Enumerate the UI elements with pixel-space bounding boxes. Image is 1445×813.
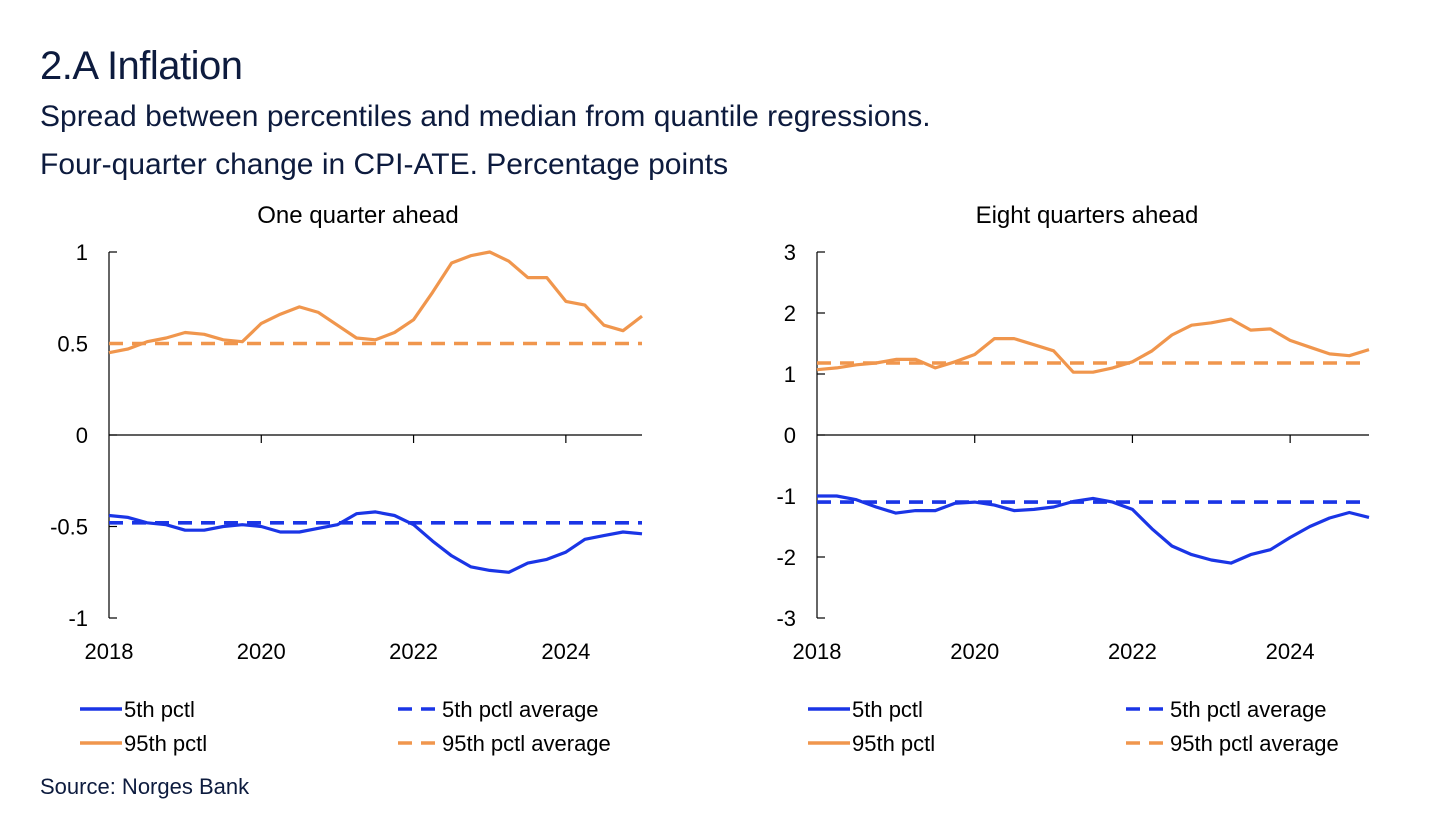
panel-title: One quarter ahead [257, 202, 458, 229]
y-tick-label: 0 [784, 423, 796, 448]
y-tick-label: 3 [784, 240, 796, 265]
y-tick-label: -3 [776, 606, 796, 631]
y-tick-label: 0 [76, 423, 88, 448]
x-tick-label: 2022 [389, 639, 438, 664]
series-line-5th-pctl [108, 510, 643, 574]
legend-label: 5th pctl average [1170, 697, 1327, 722]
chart-panel-2: Eight quarters ahead 3 2 1 0 -1 -2 -3 2018 2020 20… [776, 202, 1370, 756]
y-tick-label: 0.5 [57, 332, 88, 357]
chart-subtitle-line1: Spread between percentiles and median fr… [40, 100, 931, 133]
legend-label: 5th pctl [124, 697, 195, 722]
y-tick-label: -2 [776, 545, 796, 570]
legend-label: 5th pctl average [442, 697, 599, 722]
legend-label: 95th pctl average [442, 731, 611, 756]
x-tick-label: 2024 [1266, 639, 1315, 664]
chart-subtitle-line2: Four-quarter change in CPI-ATE. Percenta… [40, 148, 729, 181]
y-tick-label: -1 [68, 606, 88, 631]
y-tick-label: -0.5 [50, 515, 88, 540]
legend-label: 95th pctl average [1170, 731, 1339, 756]
y-tick-label: -1 [776, 484, 796, 509]
panel-title: Eight quarters ahead [976, 202, 1199, 229]
x-tick-label: 2022 [1108, 639, 1157, 664]
x-tick-label: 2020 [237, 639, 286, 664]
x-tick-label: 2024 [541, 639, 590, 664]
y-tick-label: 1 [784, 362, 796, 387]
y-tick-label: 2 [784, 301, 796, 326]
chart-panel-1: One quarter ahead 1 0.5 0 -0.5 -1 2018 2020 2022… [50, 202, 643, 756]
y-tick-label: 1 [76, 240, 88, 265]
series-line-95th-pctl [108, 250, 643, 355]
x-tick-label: 2018 [793, 639, 842, 664]
chart-title: 2.A Inflation [40, 44, 243, 88]
x-tick-label: 2020 [950, 639, 999, 664]
series-line-95th-pctl [816, 317, 1370, 374]
legend-label: 5th pctl [852, 697, 923, 722]
series-line-5th-pctl [817, 494, 1370, 565]
legend-label: 95th pctl [124, 731, 207, 756]
legend-label: 95th pctl [852, 731, 935, 756]
x-tick-label: 2018 [85, 639, 134, 664]
source-note: Source: Norges Bank [40, 774, 250, 799]
